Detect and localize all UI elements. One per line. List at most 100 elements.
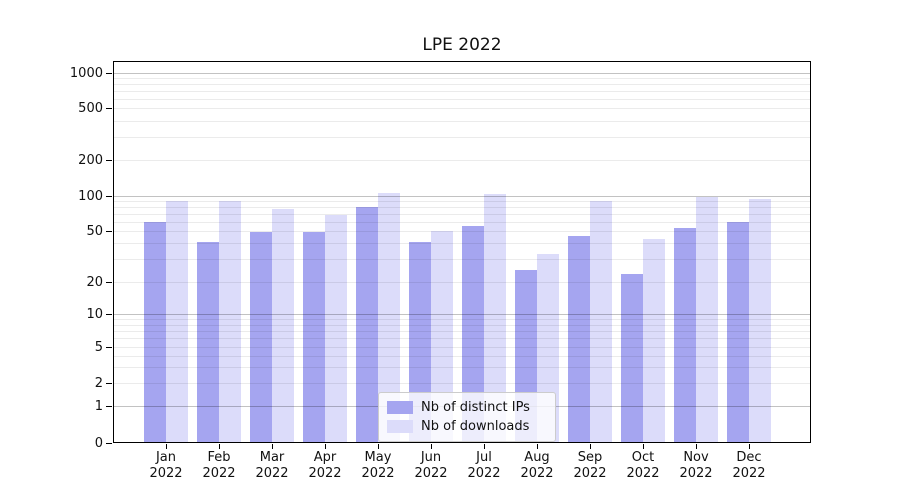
y-tick-mark — [106, 347, 112, 348]
legend-label-distinct-ips: Nb of distinct IPs — [421, 400, 530, 415]
y-tick-label: 1000 — [69, 66, 103, 81]
y-tick-label: 1 — [94, 399, 103, 414]
major-gridline — [113, 196, 811, 197]
x-tick-year: 2022 — [732, 466, 766, 481]
x-tick-mark — [749, 444, 750, 449]
y-tick-mark — [106, 196, 112, 197]
x-tick-mark — [431, 444, 432, 449]
bar-downloads-nov — [696, 197, 718, 443]
y-tick-mark — [106, 73, 112, 74]
y-tick-mark — [106, 443, 112, 444]
x-tick-label: Oct 2022 — [613, 450, 673, 482]
legend: Nb of distinct IPs Nb of downloads — [378, 392, 556, 442]
minor-gridline — [113, 121, 811, 122]
bar-downloads-apr — [325, 215, 347, 443]
minor-gridline — [113, 160, 811, 161]
x-tick-year: 2022 — [573, 466, 607, 481]
minor-gridline — [113, 338, 811, 339]
x-tick-year: 2022 — [626, 466, 660, 481]
minor-gridline — [113, 319, 811, 320]
y-tick-label: 500 — [78, 101, 103, 116]
bar-downloads-feb — [219, 201, 241, 443]
minor-gridline — [113, 356, 811, 357]
y-tick-mark — [106, 282, 112, 283]
minor-gridline — [113, 222, 811, 223]
minor-gridline — [113, 207, 811, 208]
minor-gridline — [113, 231, 811, 232]
bar-ips-apr — [303, 232, 325, 443]
y-tick-label: 200 — [78, 153, 103, 168]
minor-gridline — [113, 383, 811, 384]
bar-ips-feb — [197, 242, 219, 443]
minor-gridline — [113, 99, 811, 100]
x-tick-mark — [643, 444, 644, 449]
y-tick-label: 10 — [86, 307, 103, 322]
bar-ips-oct — [621, 274, 643, 443]
major-gridline — [113, 314, 811, 315]
y-tick-label: 2 — [94, 376, 103, 391]
y-tick-label: 0 — [94, 436, 103, 451]
bar-ips-jan — [144, 221, 166, 443]
x-tick-label: Sep 2022 — [560, 450, 620, 482]
x-tick-label: Aug 2022 — [507, 450, 567, 482]
legend-swatch-downloads — [387, 420, 413, 433]
major-gridline — [113, 73, 811, 74]
chart-title: LPE 2022 — [422, 35, 502, 55]
x-tick-mark — [272, 444, 273, 449]
x-tick-label: Feb 2022 — [189, 450, 249, 482]
bar-ips-nov — [674, 228, 696, 443]
x-tick-label: Mar 2022 — [242, 450, 302, 482]
bar-ips-jul — [462, 226, 484, 443]
x-tick-label: May 2022 — [348, 450, 408, 482]
bar-ips-may — [356, 207, 378, 443]
bar-downloads-may — [378, 193, 400, 443]
y-tick-mark — [106, 231, 112, 232]
x-tick-year: 2022 — [467, 466, 501, 481]
x-tick-year: 2022 — [255, 466, 289, 481]
y-tick-mark — [106, 160, 112, 161]
minor-gridline — [113, 367, 811, 368]
x-tick-mark — [378, 444, 379, 449]
x-tick-label: Jun 2022 — [401, 450, 461, 482]
x-tick-year: 2022 — [520, 466, 554, 481]
x-tick-mark — [166, 444, 167, 449]
minor-gridline — [113, 201, 811, 202]
x-tick-label: Jan 2022 — [136, 450, 196, 482]
y-tick-label: 50 — [86, 224, 103, 239]
x-tick-label: Dec 2022 — [719, 450, 779, 482]
y-tick-mark — [106, 108, 112, 109]
x-tick-year: 2022 — [361, 466, 395, 481]
legend-label-downloads: Nb of downloads — [421, 419, 530, 434]
x-tick-mark — [325, 444, 326, 449]
x-tick-mark — [696, 444, 697, 449]
bar-downloads-oct — [643, 239, 665, 443]
bar-downloads-jan — [166, 201, 188, 443]
x-tick-year: 2022 — [414, 466, 448, 481]
bar-downloads-jul — [484, 193, 506, 443]
y-tick-mark — [106, 314, 112, 315]
minor-gridline — [113, 282, 811, 283]
bar-ips-dec — [727, 221, 749, 443]
legend-swatch-distinct-ips — [387, 401, 413, 414]
minor-gridline — [113, 108, 811, 109]
bar-downloads-mar — [272, 209, 294, 443]
y-tick-label: 5 — [94, 340, 103, 355]
bar-downloads-jun — [431, 231, 453, 443]
x-tick-label: Nov 2022 — [666, 450, 726, 482]
x-tick-mark — [537, 444, 538, 449]
x-tick-mark — [484, 444, 485, 449]
minor-gridline — [113, 137, 811, 138]
x-tick-year: 2022 — [679, 466, 713, 481]
minor-gridline — [113, 84, 811, 85]
minor-gridline — [113, 331, 811, 332]
minor-gridline — [113, 325, 811, 326]
legend-row: Nb of distinct IPs — [387, 398, 547, 417]
y-tick-label: 20 — [86, 275, 103, 290]
x-tick-label: Apr 2022 — [295, 450, 355, 482]
bar-ips-sep — [568, 235, 590, 443]
y-tick-label: 100 — [78, 189, 103, 204]
y-tick-mark — [106, 406, 112, 407]
x-tick-year: 2022 — [202, 466, 236, 481]
plot-area — [113, 61, 811, 443]
